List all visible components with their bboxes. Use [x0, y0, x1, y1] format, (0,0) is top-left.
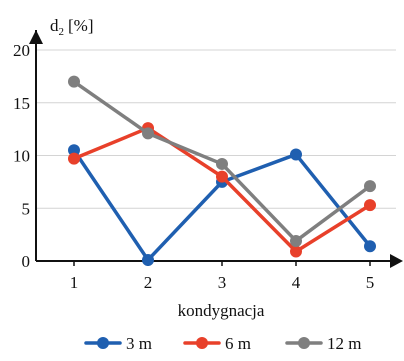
series-1-point-2 — [142, 253, 154, 266]
y-tick-label-20: 20 — [13, 41, 30, 60]
series-3-point-4 — [290, 234, 302, 247]
series-1-point-5 — [364, 240, 376, 253]
legend-label-2: 6 m — [225, 334, 251, 353]
y-axis-label-unit: [%] — [68, 16, 93, 35]
series-2-point-3 — [216, 170, 228, 183]
y-axis-label: d2 [%] — [50, 16, 93, 38]
y-axis-arrow-icon — [29, 30, 43, 44]
y-axis-label-main: d — [50, 16, 59, 35]
series-3-point-5 — [364, 180, 376, 193]
legend-label-1: 3 m — [126, 334, 152, 353]
x-axis-arrow-icon — [390, 254, 403, 268]
x-tick-label-4: 4 — [292, 273, 301, 292]
y-tick-label-15: 15 — [13, 94, 30, 113]
legend-swatch-marker-2 — [196, 337, 208, 349]
series-2-point-1 — [68, 152, 80, 165]
series-1-point-4 — [290, 148, 302, 161]
series-3-point-1 — [68, 75, 80, 88]
y-tick-label-5: 5 — [22, 199, 31, 218]
series-2-point-4 — [290, 245, 302, 258]
y-axis-label-subscript: 2 — [59, 26, 65, 38]
legend-label-3: 12 m — [327, 334, 361, 353]
series-3-point-3 — [216, 157, 228, 170]
x-tick-label-5: 5 — [366, 273, 375, 292]
legend-swatch-marker-3 — [298, 337, 310, 349]
y-tick-label-0: 0 — [22, 252, 31, 271]
x-axis-label: kondygnacja — [178, 301, 265, 320]
y-tick-label-10: 10 — [13, 147, 30, 166]
legend-swatch-marker-1 — [97, 337, 109, 349]
series-2-point-5 — [364, 199, 376, 212]
series-3-point-2 — [142, 127, 154, 140]
x-tick-label-1: 1 — [70, 273, 79, 292]
series-1-point-1 — [68, 144, 80, 157]
x-tick-label-2: 2 — [144, 273, 153, 292]
x-tick-label-3: 3 — [218, 273, 227, 292]
